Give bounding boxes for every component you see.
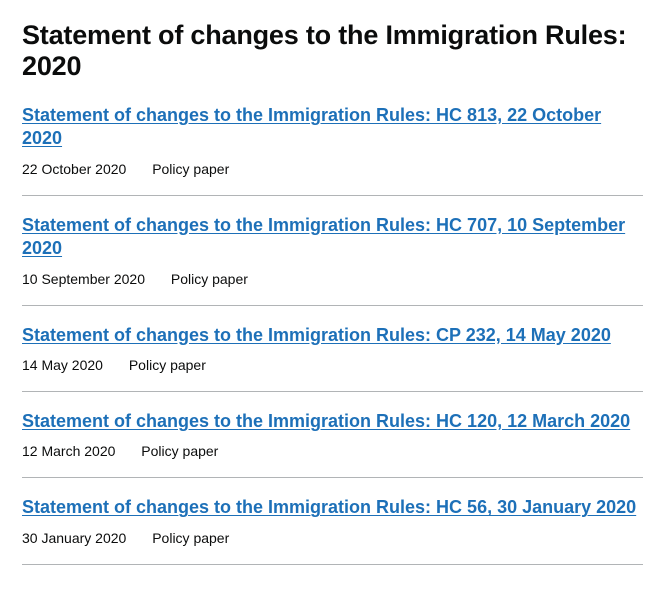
document-meta: 30 January 2020 Policy paper [22,530,643,546]
document-link[interactable]: Statement of changes to the Immigration … [22,497,636,517]
document-link[interactable]: Statement of changes to the Immigration … [22,215,625,258]
list-item: Statement of changes to the Immigration … [22,214,643,306]
document-link[interactable]: Statement of changes to the Immigration … [22,411,630,431]
document-link[interactable]: Statement of changes to the Immigration … [22,325,611,345]
list-item: Statement of changes to the Immigration … [22,104,643,196]
document-date: 30 January 2020 [22,530,126,546]
document-date: 14 May 2020 [22,357,103,373]
document-type: Policy paper [141,443,218,459]
document-type: Policy paper [129,357,206,373]
document-meta: 14 May 2020 Policy paper [22,357,643,373]
document-meta: 12 March 2020 Policy paper [22,443,643,459]
list-item: Statement of changes to the Immigration … [22,324,643,392]
document-link[interactable]: Statement of changes to the Immigration … [22,105,601,148]
document-meta: 10 September 2020 Policy paper [22,271,643,287]
document-meta: 22 October 2020 Policy paper [22,161,643,177]
list-item: Statement of changes to the Immigration … [22,410,643,478]
document-type: Policy paper [171,271,248,287]
list-item: Statement of changes to the Immigration … [22,496,643,564]
document-type: Policy paper [152,530,229,546]
document-type: Policy paper [152,161,229,177]
document-date: 10 September 2020 [22,271,145,287]
page-title: Statement of changes to the Immigration … [22,20,643,82]
document-date: 22 October 2020 [22,161,126,177]
document-list: Statement of changes to the Immigration … [22,104,643,565]
document-date: 12 March 2020 [22,443,115,459]
